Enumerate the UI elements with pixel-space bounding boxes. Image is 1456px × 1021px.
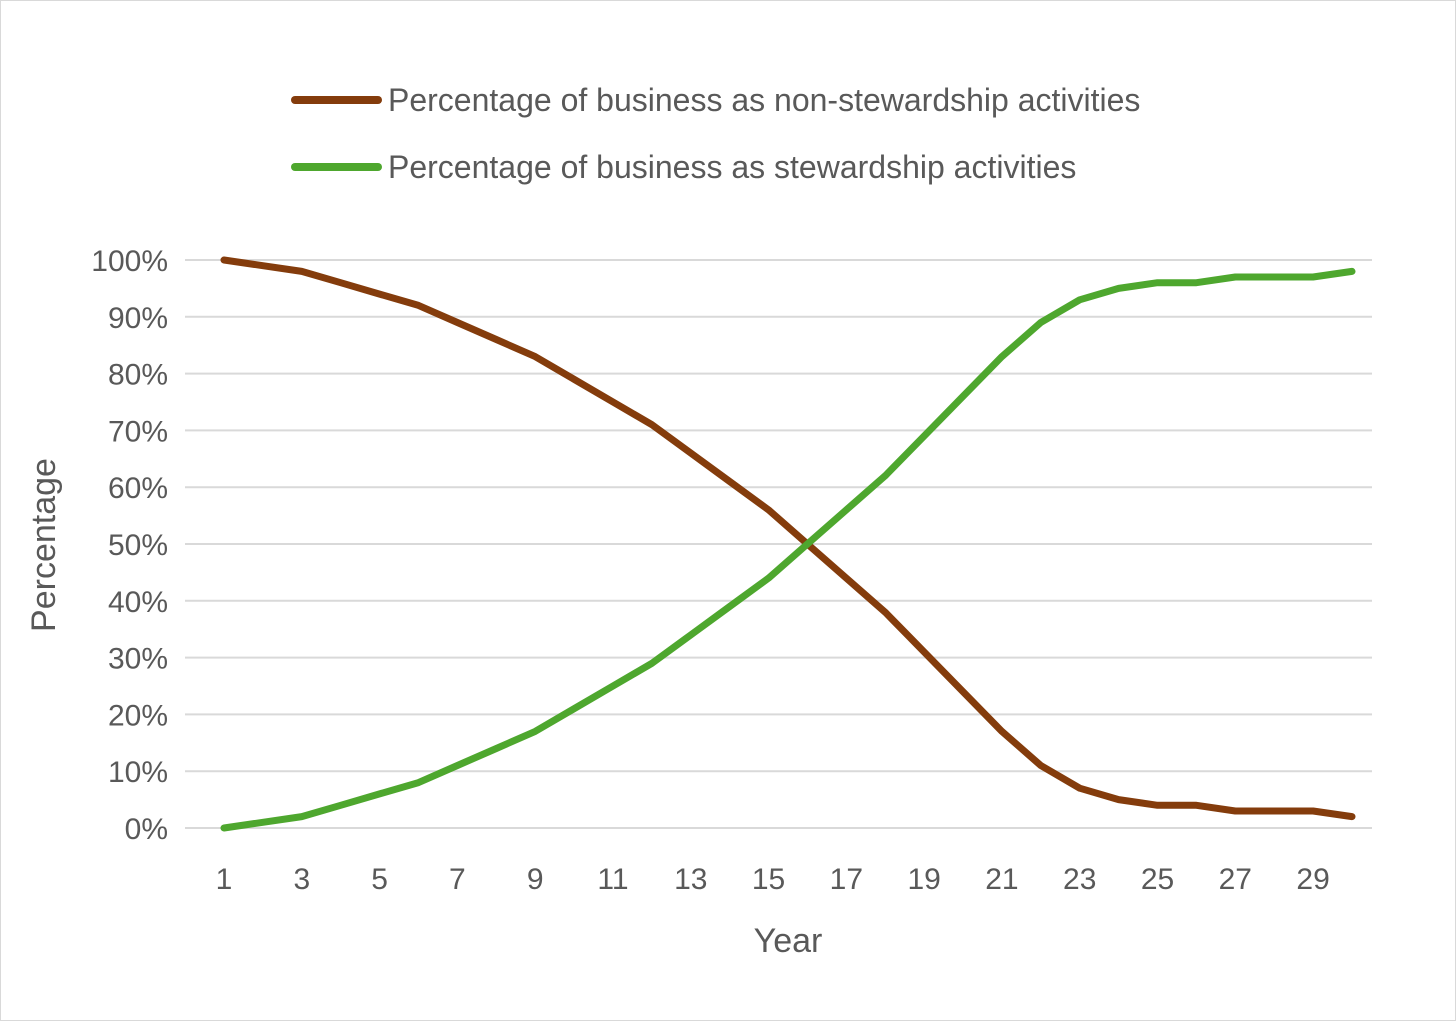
x-tick-label: 3 bbox=[293, 863, 310, 896]
x-tick-label: 27 bbox=[1219, 863, 1252, 896]
y-tick-label: 100% bbox=[91, 245, 168, 278]
y-tick-label: 30% bbox=[108, 643, 168, 676]
x-tick-label: 7 bbox=[449, 863, 466, 896]
x-tick-label: 25 bbox=[1141, 863, 1174, 896]
x-axis-tick-labels: 1 3 5 7 9 11 13 15 17 19 21 23 25 27 29 bbox=[216, 863, 1330, 896]
x-tick-label: 1 bbox=[216, 863, 233, 896]
legend-label-non-stewardship: Percentage of business as non-stewardshi… bbox=[388, 82, 1140, 118]
x-tick-label: 11 bbox=[597, 863, 628, 896]
series-line-stewardship bbox=[220, 267, 1356, 832]
y-axis-title: Percentage bbox=[25, 458, 63, 632]
y-tick-label: 10% bbox=[108, 756, 168, 789]
x-tick-label: 29 bbox=[1296, 863, 1329, 896]
legend-label-stewardship: Percentage of business as stewardship ac… bbox=[388, 149, 1076, 185]
y-tick-label: 0% bbox=[125, 813, 168, 846]
y-tick-label: 70% bbox=[108, 415, 168, 448]
x-tick-label: 9 bbox=[527, 863, 544, 896]
x-tick-label: 21 bbox=[985, 863, 1018, 896]
y-tick-label: 50% bbox=[108, 529, 168, 562]
legend: Percentage of business as non-stewardshi… bbox=[291, 82, 1140, 185]
x-tick-label: 19 bbox=[907, 863, 940, 896]
y-axis-tick-labels: 0% 10% 20% 30% 40% 50% 60% 70% 80% 90% 100% bbox=[91, 245, 168, 846]
x-tick-label: 5 bbox=[371, 863, 388, 896]
y-tick-label: 40% bbox=[108, 586, 168, 619]
y-tick-label: 60% bbox=[108, 472, 168, 505]
legend-item-stewardship: Percentage of business as stewardship ac… bbox=[291, 149, 1076, 185]
gridlines bbox=[185, 259, 1372, 829]
x-tick-label: 23 bbox=[1063, 863, 1096, 896]
x-tick-label: 17 bbox=[830, 863, 863, 896]
legend-item-non-stewardship: Percentage of business as non-stewardshi… bbox=[291, 82, 1140, 118]
y-tick-label: 80% bbox=[108, 359, 168, 392]
x-tick-label: 13 bbox=[674, 863, 707, 896]
series-layer bbox=[220, 256, 1356, 832]
x-tick-label: 15 bbox=[752, 863, 785, 896]
y-tick-label: 20% bbox=[108, 699, 168, 732]
y-tick-label: 90% bbox=[108, 302, 168, 335]
series-line-non-stewardship bbox=[220, 256, 1356, 821]
x-axis-title: Year bbox=[754, 922, 823, 960]
